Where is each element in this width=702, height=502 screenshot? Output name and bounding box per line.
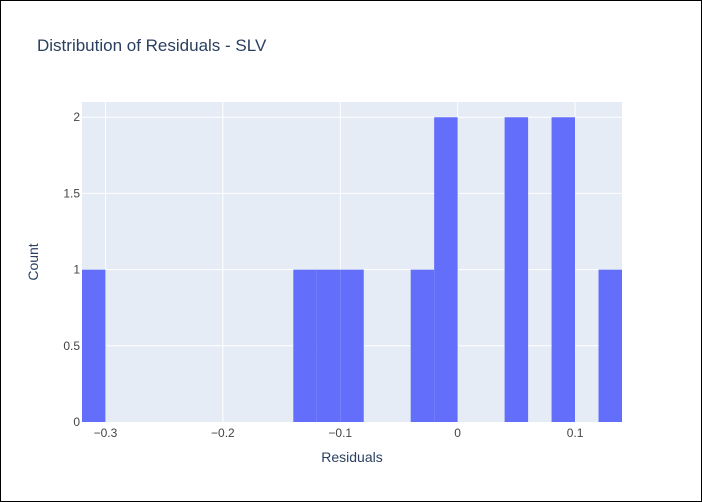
- bars-group: [82, 117, 622, 422]
- x-tick-label: −0.1: [328, 426, 352, 440]
- y-tick-label: 0.5: [63, 339, 80, 353]
- y-tick-label: 0: [73, 415, 80, 429]
- histogram-bar[interactable]: [410, 269, 435, 422]
- chart-title: Distribution of Residuals - SLV: [37, 36, 267, 55]
- histogram-bar[interactable]: [293, 269, 317, 422]
- histogram-bar[interactable]: [598, 269, 622, 422]
- x-axis-ticks: −0.3 −0.2 −0.1 0 0.1: [94, 426, 584, 440]
- x-axis-label: Residuals: [321, 449, 382, 465]
- histogram-bar[interactable]: [340, 269, 364, 422]
- y-tick-label: 2: [73, 110, 80, 124]
- histogram-bar[interactable]: [434, 117, 458, 422]
- y-tick-label: 1.5: [63, 186, 80, 200]
- x-tick-label: −0.2: [211, 426, 235, 440]
- histogram-bar[interactable]: [551, 117, 576, 422]
- y-axis-ticks: 0 0.5 1 1.5 2: [63, 110, 80, 429]
- x-tick-label: 0: [454, 426, 461, 440]
- y-axis-label: Count: [25, 243, 41, 280]
- x-tick-label: −0.3: [94, 426, 118, 440]
- y-tick-label: 1: [73, 263, 80, 277]
- histogram-bar[interactable]: [82, 269, 106, 422]
- x-tick-label: 0.1: [567, 426, 584, 440]
- histogram-bar[interactable]: [504, 117, 529, 422]
- histogram-bar[interactable]: [316, 269, 341, 422]
